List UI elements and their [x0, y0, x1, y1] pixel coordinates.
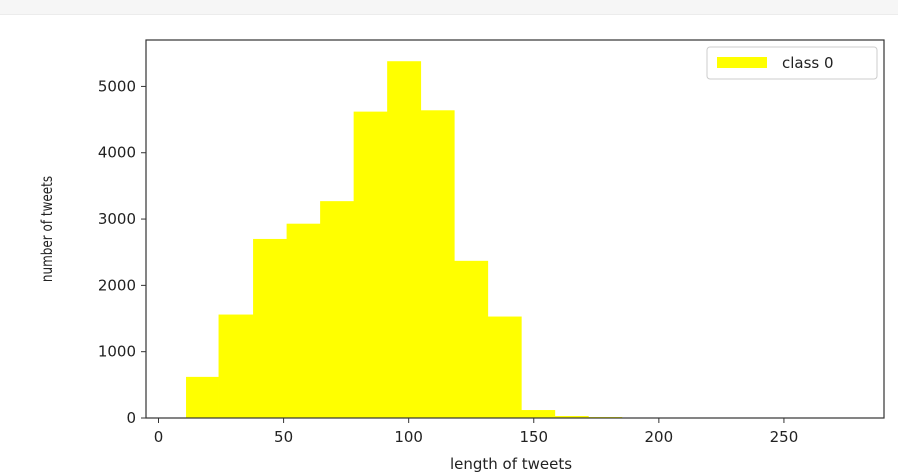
y-axis-label: number of tweets [39, 176, 57, 282]
x-tick-label: 50 [274, 428, 293, 446]
legend-swatch [717, 57, 767, 68]
histogram-bars [186, 61, 623, 419]
top-strip [0, 0, 898, 15]
histogram-bar [186, 376, 219, 418]
histogram-bar [487, 316, 522, 418]
histogram-bar [521, 410, 556, 418]
plot-frame [145, 39, 885, 419]
y-tick-label: 0 [126, 409, 136, 427]
x-tick-label: 200 [645, 428, 674, 446]
y-tick-label: 3000 [98, 210, 136, 228]
histogram-bar [218, 314, 254, 418]
y-tick-label: 4000 [98, 144, 136, 162]
x-tick-label: 100 [394, 428, 423, 446]
y-tick-label: 2000 [98, 276, 136, 294]
y-axis-ticks: 0 1000 2000 3000 4000 5000 [98, 77, 146, 427]
x-tick-label: 250 [770, 428, 799, 446]
histogram-bar [320, 201, 355, 418]
x-tick-label: 0 [154, 428, 164, 446]
histogram-bar [286, 223, 321, 418]
histogram-bar [387, 61, 422, 418]
y-tick-label: 5000 [98, 77, 136, 95]
histogram-bar [554, 416, 589, 418]
legend-box [706, 46, 878, 80]
x-axis-ticks: 0 50 100 150 200 250 [154, 418, 799, 446]
histogram-bar [420, 110, 455, 418]
legend: class 0 [706, 46, 878, 80]
x-axis-label: length of tweets [450, 455, 572, 473]
histogram-bar [353, 111, 388, 419]
histogram-bar [454, 260, 489, 418]
x-tick-label: 150 [519, 428, 548, 446]
histogram-bar [253, 238, 287, 418]
y-tick-label: 1000 [98, 343, 136, 361]
legend-label: class 0 [782, 54, 834, 72]
